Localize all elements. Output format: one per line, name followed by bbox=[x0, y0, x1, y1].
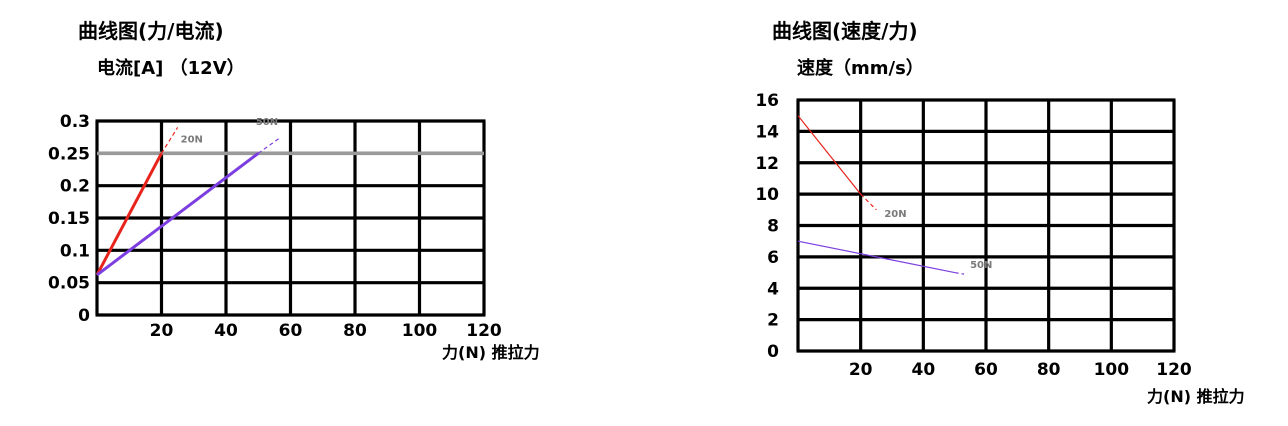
x-tick-label: 60 bbox=[974, 360, 998, 380]
series-label: 20N bbox=[181, 134, 203, 145]
series-line bbox=[797, 240, 955, 274]
series-extension bbox=[860, 193, 877, 211]
series-50N: 50N bbox=[797, 240, 992, 275]
series-extension bbox=[257, 136, 282, 154]
chart-1: 曲线图(力/电流) 电流[A] （12V） 20 40 60 80 100 120 0 0.05 0… bbox=[48, 19, 540, 362]
series-label: 50N bbox=[970, 260, 992, 271]
x-tick-label: 40 bbox=[214, 321, 238, 341]
y-tick-label: 4 bbox=[767, 279, 779, 299]
series-extension bbox=[160, 127, 179, 154]
y-tick-label: 0.15 bbox=[48, 209, 90, 229]
x-tick-label: 80 bbox=[1037, 360, 1061, 380]
y-tick-label: 0 bbox=[767, 342, 779, 362]
series-20N: 20N bbox=[95, 127, 203, 276]
y-tick-label: 2 bbox=[767, 311, 779, 331]
y-tick-label: 16 bbox=[755, 91, 779, 111]
y-tick-label: 10 bbox=[755, 185, 779, 205]
y-tick-label: 8 bbox=[767, 217, 779, 237]
x-tick-label: 100 bbox=[1094, 360, 1130, 380]
y-tick-label: 12 bbox=[755, 154, 779, 174]
series-20N: 20N bbox=[797, 115, 907, 220]
x-tick-label: 20 bbox=[150, 321, 174, 341]
x-tick-label: 100 bbox=[402, 321, 438, 341]
series-line bbox=[797, 115, 862, 195]
x-tick-label: 120 bbox=[1156, 360, 1192, 380]
series-line bbox=[95, 152, 163, 276]
series-extension bbox=[954, 271, 965, 275]
y-tick-label: 0.1 bbox=[60, 241, 90, 261]
x-axis-label: 力(N) 推拉力 bbox=[442, 343, 540, 362]
series-50N: 50N bbox=[96, 117, 282, 277]
y-tick-label: 0 bbox=[78, 306, 90, 326]
x-tick-label: 120 bbox=[466, 321, 502, 341]
y-tick-label: 14 bbox=[755, 122, 779, 142]
x-tick-label: 60 bbox=[279, 321, 303, 341]
x-tick-label: 20 bbox=[849, 360, 873, 380]
y-tick-label: 0.25 bbox=[48, 144, 90, 164]
series-label: 50N bbox=[256, 117, 278, 128]
y-axis-label: 速度（mm/s） bbox=[797, 57, 924, 79]
grid bbox=[796, 98, 1176, 353]
y-tick-label: 6 bbox=[767, 248, 779, 268]
chart-title: 曲线图(力/电流) bbox=[78, 19, 224, 43]
x-tick-label: 40 bbox=[911, 360, 935, 380]
y-tick-label: 0.3 bbox=[60, 112, 90, 132]
y-axis-label: 电流[A] （12V） bbox=[97, 57, 245, 79]
x-axis-label: 力(N) 推拉力 bbox=[1147, 387, 1245, 406]
y-tick-label: 0.05 bbox=[48, 274, 90, 294]
series-line bbox=[96, 152, 260, 277]
series-label: 20N bbox=[884, 209, 906, 220]
chart-title: 曲线图(速度/力) bbox=[772, 19, 918, 43]
chart-2: 曲线图(速度/力) 速度（mm/s） 20 40 60 80 100 120 0 2 4 6 8 10 12… bbox=[755, 19, 1244, 406]
y-tick-label: 0.2 bbox=[60, 177, 90, 197]
grid bbox=[95, 119, 486, 317]
x-tick-label: 80 bbox=[343, 321, 367, 341]
